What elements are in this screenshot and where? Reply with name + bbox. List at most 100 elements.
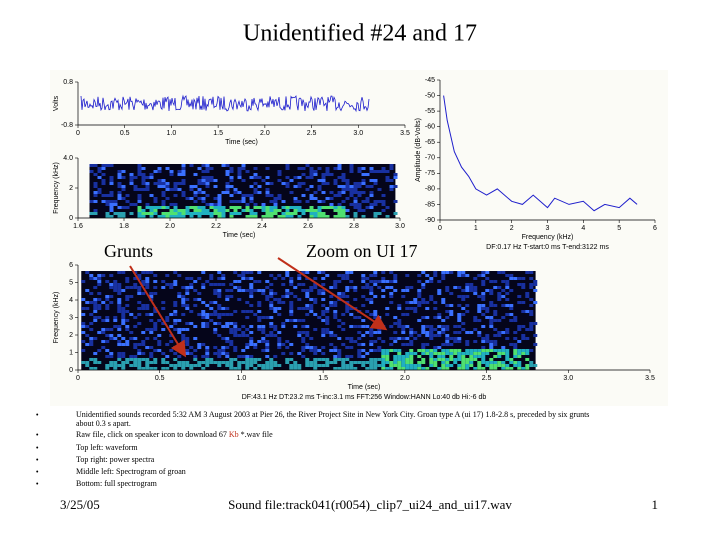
spectrogram-cell	[533, 364, 538, 367]
spectrogram-cell	[233, 310, 238, 313]
spectrogram-cell	[169, 215, 174, 218]
spectrogram-cell	[325, 206, 330, 209]
x-axis-label: Frequency (kHz)	[522, 234, 574, 241]
spectrogram-cell	[509, 361, 514, 364]
spectrogram-cell	[297, 283, 302, 286]
spectrogram-cell	[425, 352, 430, 355]
spectrogram-cell	[217, 352, 222, 355]
spectrogram-cell	[153, 206, 158, 209]
spectrogram-cell	[97, 274, 102, 277]
spectrogram-cell	[481, 271, 486, 274]
spectrogram-cell	[193, 280, 198, 283]
spectrogram-cell	[457, 340, 462, 343]
spectrogram-cell	[433, 349, 438, 352]
spectrogram-cell	[337, 209, 342, 212]
spectrogram-cell	[105, 316, 110, 319]
spectrogram-cell	[329, 295, 334, 298]
spectrogram-cell	[429, 328, 434, 331]
spectrogram-cell	[145, 304, 150, 307]
spectrogram-cell	[457, 325, 462, 328]
spectrogram-cell	[385, 367, 390, 370]
spectrogram-cell	[237, 274, 242, 277]
spectrogram-cell	[229, 367, 234, 370]
spectrogram-cell	[249, 364, 254, 367]
spectrogram-cell	[397, 325, 402, 328]
spectrogram-cell	[285, 340, 290, 343]
spectrogram-cell	[421, 271, 426, 274]
spectrogram-cell	[345, 182, 350, 185]
spectrogram-cell	[377, 331, 382, 334]
spectrogram-cell	[169, 334, 174, 337]
spectrogram-cell	[333, 304, 338, 307]
spectrogram-cell	[117, 298, 122, 301]
spectrogram-cell	[321, 358, 326, 361]
spectrogram-cell	[285, 209, 290, 212]
y-axis-label: Amplitude (dB-Volts)	[415, 118, 422, 182]
spectrogram-cell	[265, 209, 270, 212]
spectrogram-cell	[117, 283, 122, 286]
spectrogram-cell	[117, 325, 122, 328]
spectrogram-cell	[329, 191, 334, 194]
spectrogram-cell	[285, 167, 290, 170]
spectrogram-cell	[137, 322, 142, 325]
spectrogram-cell	[281, 343, 286, 346]
spectrogram-cell	[233, 209, 238, 212]
spectrogram-cell	[337, 191, 342, 194]
spectrogram-cell	[477, 304, 482, 307]
spectrogram-cell	[189, 188, 194, 191]
spectrogram-cell	[97, 176, 102, 179]
spectrogram-cell	[373, 179, 378, 182]
spectrogram-cell	[341, 188, 346, 191]
spectrogram-cell	[333, 301, 338, 304]
spectrogram-cell	[245, 328, 250, 331]
spectrogram-cell	[377, 319, 382, 322]
spectrogram-cell	[221, 215, 226, 218]
spectrogram-cell	[293, 209, 298, 212]
spectrogram-cell	[185, 337, 190, 340]
spectrogram-cell	[93, 307, 98, 310]
spectrogram-cell	[345, 188, 350, 191]
spectrogram-cell	[117, 328, 122, 331]
spectrogram-cell	[365, 310, 370, 313]
spectrogram-cell	[321, 206, 326, 209]
spectrogram-cell	[249, 343, 254, 346]
x-tick-label: 2.2	[211, 223, 221, 230]
spectrogram-cell	[185, 322, 190, 325]
spectrogram-cell	[289, 283, 294, 286]
spectrogram-cell	[433, 364, 438, 367]
spectrogram-cell	[217, 361, 222, 364]
spectrogram-cell	[201, 206, 206, 209]
spectrogram-cell	[81, 313, 86, 316]
spectrogram-cell	[137, 343, 142, 346]
spectrogram-cell	[353, 212, 358, 215]
spectrogram-cell	[477, 331, 482, 334]
spectrogram-cell	[497, 319, 502, 322]
spectrogram-cell	[373, 170, 378, 173]
spectrogram-cell	[397, 364, 402, 367]
spectrogram-cell	[185, 361, 190, 364]
spectrogram-cell	[273, 307, 278, 310]
spectrogram-cell	[113, 286, 118, 289]
spectrogram-cell	[117, 292, 122, 295]
spectrogram-cell	[521, 277, 526, 280]
x-tick-label: 2.0	[260, 130, 270, 137]
spectrogram-cell	[321, 176, 326, 179]
spectrogram-cell	[181, 173, 186, 176]
spectrogram-cell	[401, 343, 406, 346]
spectrogram-cell	[433, 307, 438, 310]
spectrogram-cell	[445, 367, 450, 370]
spectrogram-cell	[489, 343, 494, 346]
spectrogram-cell	[397, 349, 402, 352]
spectrogram-cell	[157, 170, 162, 173]
spectrogram-cell	[177, 364, 182, 367]
spectrogram-cell	[297, 274, 302, 277]
spectrogram-cell	[145, 367, 150, 370]
spectrogram-cell	[185, 340, 190, 343]
spectrogram-cell	[321, 200, 326, 203]
spectrogram-cell	[209, 307, 214, 310]
spectrogram-cell	[373, 313, 378, 316]
spectrogram-cell	[157, 206, 162, 209]
spectrogram-cell	[329, 361, 334, 364]
spectrogram-cell	[249, 340, 254, 343]
spectrogram-cell	[197, 197, 202, 200]
